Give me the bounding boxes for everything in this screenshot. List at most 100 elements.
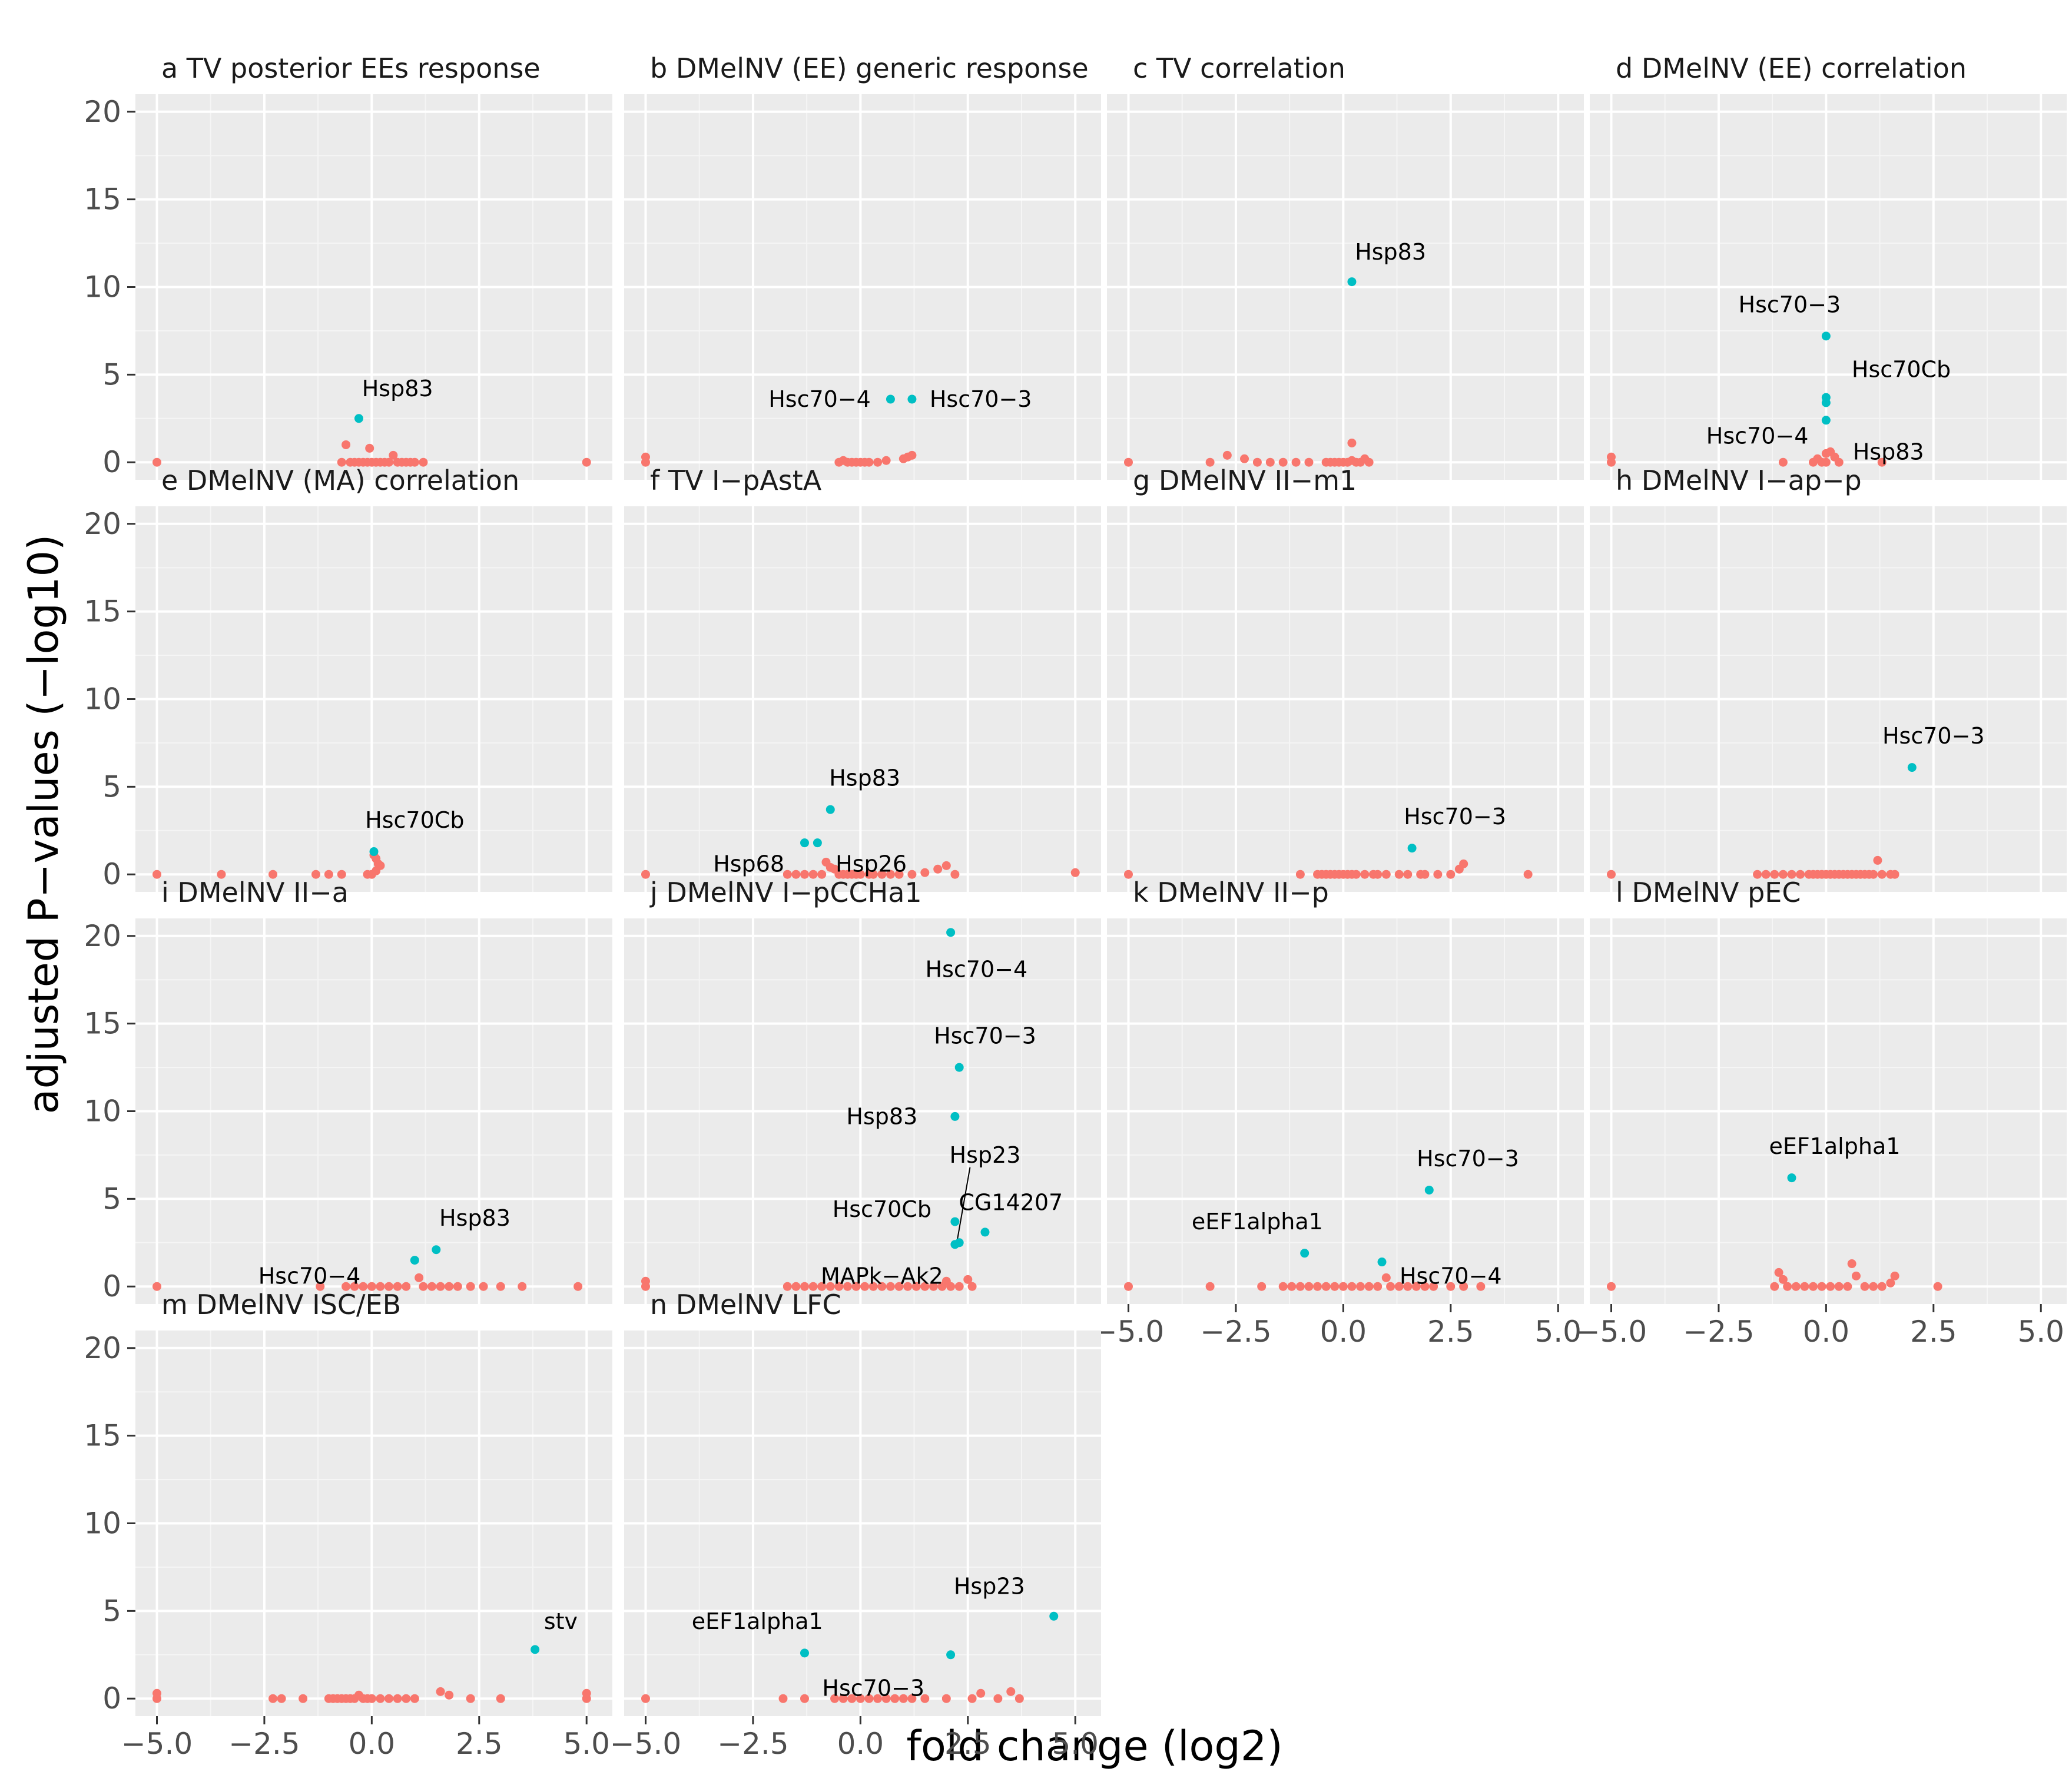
gene-label: Hsp83 <box>846 1103 917 1129</box>
x-tick-label: 5.0 <box>1534 1315 1582 1349</box>
point-not-significant <box>1295 1282 1305 1291</box>
point-not-significant <box>376 861 385 870</box>
gene-label: Hsp83 <box>439 1205 510 1231</box>
x-tick-label: −2.5 <box>717 1727 788 1761</box>
point-not-significant <box>1753 870 1762 879</box>
point-not-significant <box>886 870 895 879</box>
panel-title: i DMelNV II−a <box>161 877 349 908</box>
point-not-significant <box>834 1282 844 1291</box>
x-tick-label: 5.0 <box>563 1727 610 1761</box>
point-not-significant <box>1321 1282 1331 1291</box>
point-not-significant <box>1278 1282 1288 1291</box>
panel-title: a TV posterior EEs response <box>161 52 541 84</box>
point-not-significant <box>1826 1282 1835 1291</box>
point-not-significant <box>1796 870 1805 879</box>
point-significant <box>1821 331 1831 341</box>
y-tick-label: 15 <box>84 1419 121 1453</box>
point-not-significant <box>1843 1282 1852 1291</box>
gene-label: Hsc70−4 <box>768 386 871 412</box>
point-not-significant <box>877 870 887 879</box>
point-not-significant <box>877 1282 887 1291</box>
point-not-significant <box>1381 1273 1391 1282</box>
facet-panels: a TV posterior EEs response 0 5 10 15 20 Hsp83… <box>84 52 2067 1761</box>
y-tick-label: 5 <box>102 357 121 392</box>
point-not-significant <box>1364 457 1374 467</box>
x-tick-label: −5.0 <box>610 1727 681 1761</box>
point-not-significant <box>582 1688 591 1698</box>
gene-label: Hsc70−4 <box>926 956 1028 982</box>
y-tick-label: 10 <box>84 1094 121 1129</box>
point-not-significant <box>1278 457 1288 467</box>
x-tick-label: 2.5 <box>1910 1315 1957 1349</box>
point-significant <box>800 1648 809 1658</box>
point-not-significant <box>1606 1282 1616 1291</box>
x-tick-label: −2.5 <box>1683 1315 1754 1349</box>
point-not-significant <box>393 1694 402 1703</box>
x-axis-title: fold change (log2) <box>906 1722 1282 1770</box>
point-not-significant <box>783 870 792 879</box>
y-tick-label: 5 <box>102 1182 121 1216</box>
point-not-significant <box>911 1282 921 1291</box>
point-not-significant <box>342 440 351 449</box>
x-tick-label: 2.5 <box>944 1727 992 1761</box>
point-not-significant <box>1606 870 1616 879</box>
point-not-significant <box>1304 457 1314 467</box>
point-not-significant <box>479 1282 488 1291</box>
point-not-significant <box>402 1694 411 1703</box>
point-not-significant <box>311 870 320 879</box>
panel-5: e DMelNV (MA) correlation 0 5 10 15 20 Hsc70Cb <box>84 465 612 892</box>
gene-label: Hsc70−3 <box>1404 804 1506 830</box>
point-not-significant <box>496 1282 505 1291</box>
point-not-significant <box>1433 870 1443 879</box>
point-not-significant <box>1770 870 1779 879</box>
point-not-significant <box>929 1282 938 1291</box>
point-not-significant <box>1338 1282 1348 1291</box>
point-not-significant <box>316 1282 325 1291</box>
point-not-significant <box>410 457 419 467</box>
x-tick-label: −5.0 <box>121 1727 193 1761</box>
panel-title: d DMelNV (EE) correlation <box>1616 52 1967 84</box>
point-not-significant <box>1252 457 1262 467</box>
y-tick-label: 10 <box>84 1507 121 1541</box>
y-tick-label: 0 <box>102 445 121 479</box>
point-not-significant <box>337 870 346 879</box>
point-not-significant <box>415 1273 424 1282</box>
panel-title: j DMelNV I−pCCHa1 <box>649 877 922 908</box>
point-not-significant <box>873 457 883 467</box>
panel-3: c TV correlation Hsp83 <box>1107 52 1584 480</box>
point-significant <box>907 394 917 404</box>
y-tick-label: 10 <box>84 682 121 716</box>
point-not-significant <box>1205 1282 1215 1291</box>
x-tick-label: 5.0 <box>1052 1727 1099 1761</box>
point-not-significant <box>376 1282 385 1291</box>
point-significant <box>800 838 809 848</box>
point-not-significant <box>963 1275 973 1284</box>
point-not-significant <box>920 868 930 877</box>
gene-label: Hsc70−4 <box>1400 1263 1502 1289</box>
point-not-significant <box>1205 457 1215 467</box>
point-not-significant <box>976 1688 986 1698</box>
point-not-significant <box>1459 859 1468 868</box>
point-not-significant <box>1761 870 1771 879</box>
gene-label: Hsp83 <box>362 376 433 402</box>
panel-8: h DMelNV I−ap−p Hsc70−3 <box>1590 465 2067 892</box>
x-tick-label: 0.0 <box>1803 1315 1850 1349</box>
point-not-significant <box>1890 1271 1899 1280</box>
point-not-significant <box>1381 870 1391 879</box>
panel-14: n DMelNV LFC −5.0 −2.5 0.0 2.5 5.0 Hsp23 eEF1al… <box>610 1289 1101 1761</box>
point-not-significant <box>1006 1687 1016 1696</box>
point-not-significant <box>1886 1278 1895 1288</box>
gene-label: Hsc70−3 <box>1882 723 1985 749</box>
point-not-significant <box>518 1282 527 1291</box>
point-significant <box>950 1112 960 1121</box>
point-not-significant <box>1834 457 1844 467</box>
point-not-significant <box>1821 449 1831 458</box>
gene-label: Hsp83 <box>1853 439 1924 465</box>
point-not-significant <box>778 1694 788 1703</box>
gene-label: Hsp68 <box>713 851 784 877</box>
label-connector <box>956 1167 971 1241</box>
y-axis-title: adjusted P−values (−log10) <box>19 535 68 1114</box>
panel-13: m DMelNV ISC/EB 0 5 10 15 20 −5.0 −2.5 0.0 2.5 5.0… <box>84 1289 612 1761</box>
point-not-significant <box>800 870 809 879</box>
gene-label: Hsp23 <box>954 1574 1025 1600</box>
